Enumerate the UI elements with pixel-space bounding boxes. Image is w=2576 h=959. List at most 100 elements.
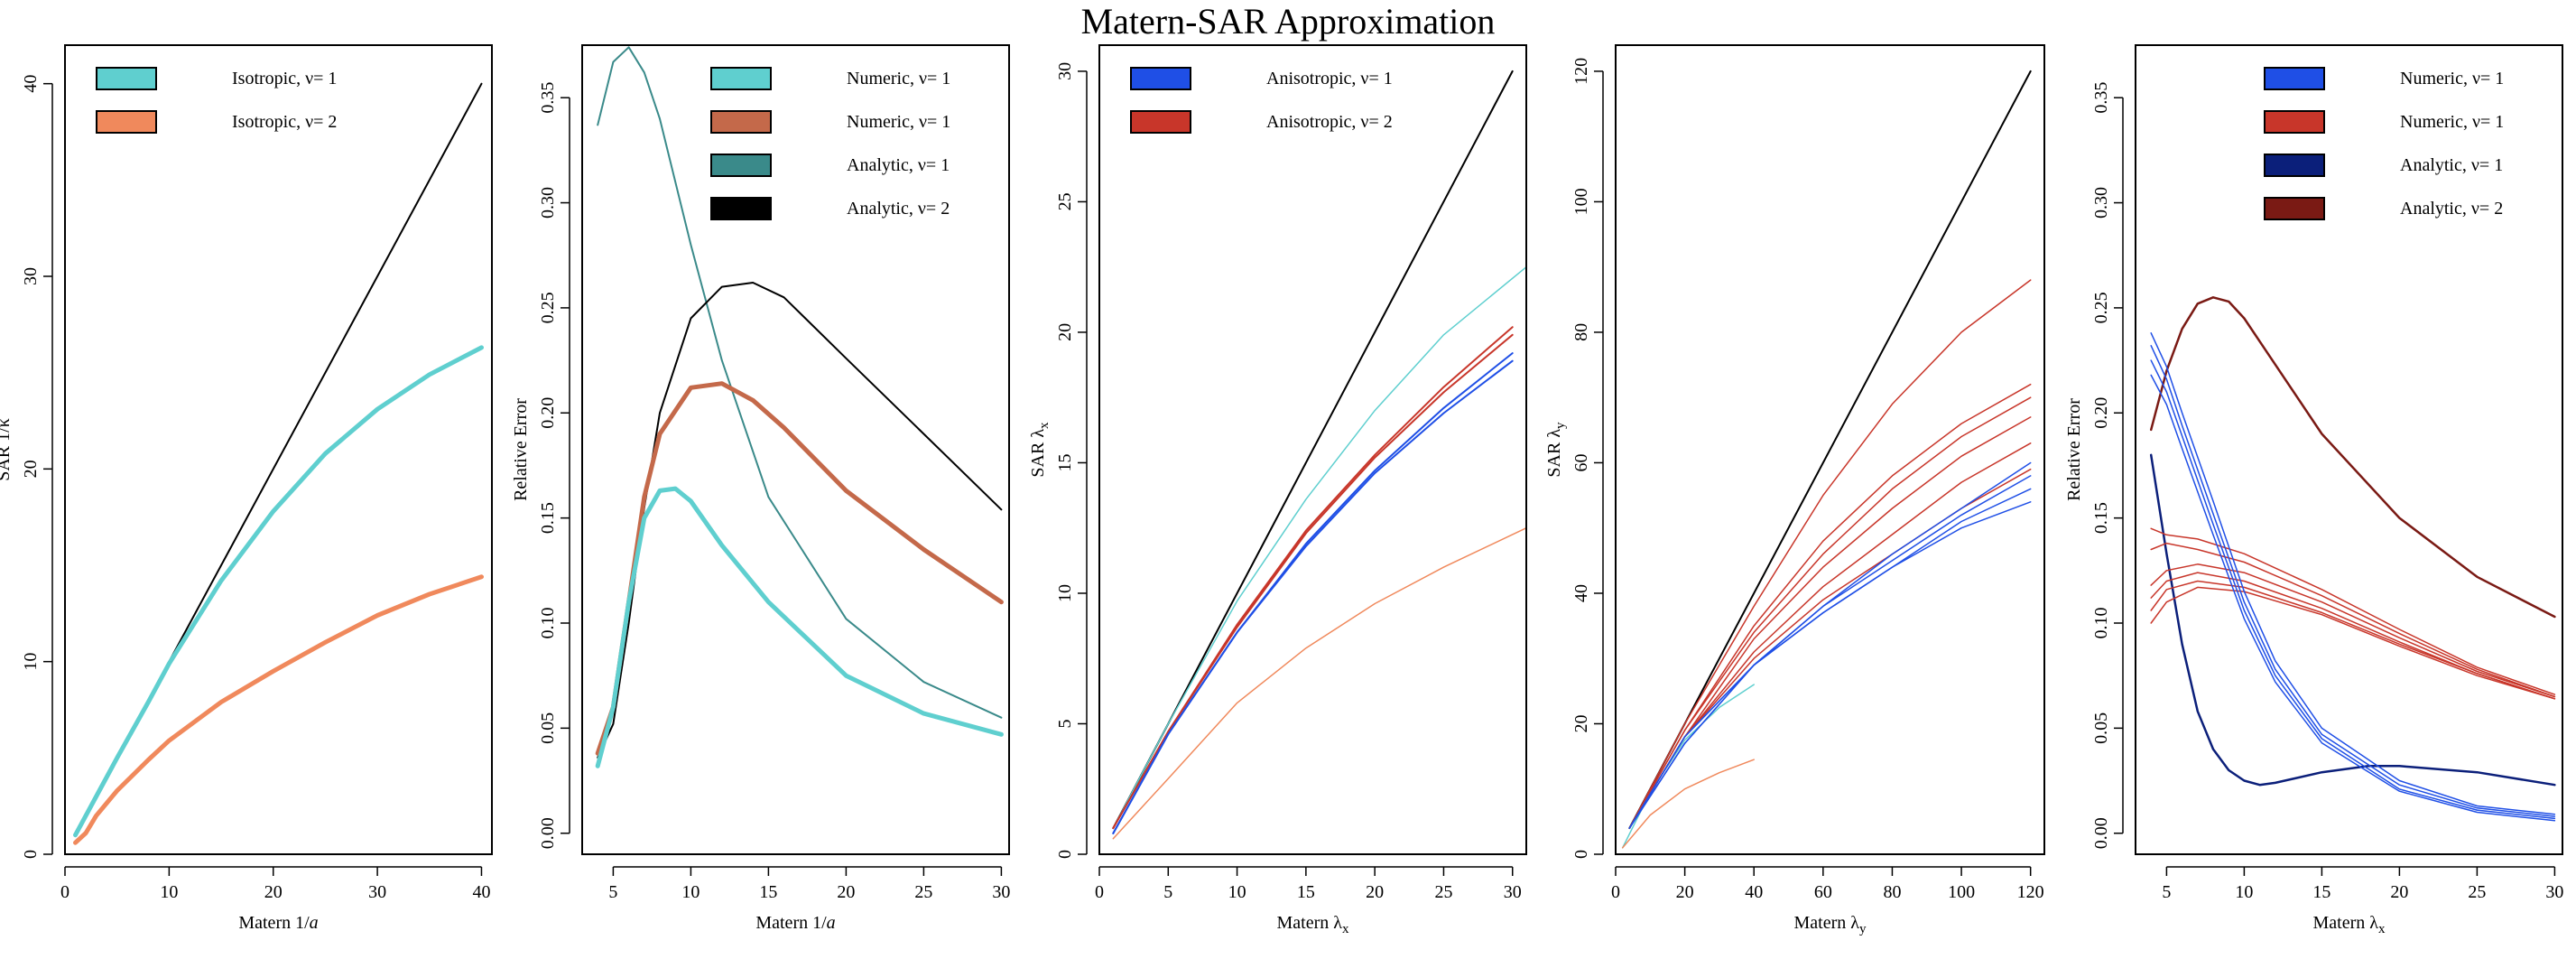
x-tick-label: 10	[160, 882, 178, 902]
x-axis-label: Matern 1/a	[755, 913, 835, 933]
plot-frame	[581, 44, 1010, 855]
y-tick-label: 0.15	[538, 502, 558, 534]
legend-label: Numeric, ν= 1	[847, 112, 950, 132]
y-axis-label: Relative Error	[511, 398, 531, 501]
x-tick-label: 25	[1434, 882, 1452, 902]
x-tick-label: 30	[368, 882, 386, 902]
x-tick-label: 20	[2390, 882, 2408, 902]
plot-frame	[64, 44, 493, 855]
series-line-1	[2149, 296, 2556, 619]
y-tick-label: 100	[1571, 188, 1591, 215]
legend-swatch	[96, 110, 157, 134]
y-tick-label: 60	[1571, 453, 1591, 471]
x-tick-label: 80	[1883, 882, 1901, 902]
legend-label: Analytic, ν= 1	[847, 155, 950, 175]
series-line-6	[1628, 396, 2032, 829]
series-line-10	[2150, 345, 2556, 817]
series-line-1	[1628, 70, 2032, 830]
legend: Numeric, ν= 1 Numeric, ν= 1 Analytic, ν= 1…	[710, 67, 950, 220]
series-line-7	[1628, 416, 2032, 829]
series-line-5	[1112, 333, 1514, 830]
y-axis-label: SAR λx	[1028, 422, 1052, 478]
y-tick-label: 20	[1055, 323, 1075, 341]
legend-label: Analytic, ν= 2	[847, 199, 950, 219]
x-tick-label: 5	[608, 882, 617, 902]
y-tick-label: 0.10	[538, 608, 558, 639]
series-line-4	[1628, 279, 2032, 829]
series-line-4	[1112, 326, 1514, 830]
x-tick-label: 20	[837, 882, 855, 902]
x-tick-label: 30	[2545, 882, 2563, 902]
chart-panel-1: 0 10 20 30 40 Matern 1/a 0 10 20 30 40 SAR 1/κ Isotr…	[0, 44, 493, 933]
x-axis-label: Matern λy	[1794, 913, 1867, 936]
x-tick-label: 20	[1676, 882, 1694, 902]
y-tick-label: 0.25	[2091, 292, 2111, 323]
legend-swatch	[1130, 110, 1191, 134]
series-line-9	[2150, 332, 2556, 815]
legend-label: Anisotropic, ν= 2	[1266, 112, 1393, 132]
series-line-7	[1112, 359, 1514, 834]
y-tick-label: 40	[21, 75, 41, 93]
x-tick-label: 60	[1814, 882, 1832, 902]
series-line-2	[597, 282, 1003, 759]
series-line-12	[2150, 374, 2556, 822]
series-line-13	[1628, 501, 2032, 829]
x-tick-label: 30	[992, 882, 1010, 902]
legend-swatch	[2264, 110, 2325, 134]
legend: Anisotropic, ν= 1 Anisotropic, ν= 2	[1130, 67, 1393, 134]
series-line-8	[2150, 586, 2556, 700]
x-tick-label: 30	[1504, 882, 1522, 902]
x-tick-label: 15	[1297, 882, 1315, 902]
series-line-9	[1628, 468, 2032, 829]
series-line-2	[1112, 265, 1527, 829]
legend: Isotropic, ν= 1 Isotropic, ν= 2	[96, 67, 337, 134]
chart-panel-3: 0 5 10 15 20 25 30 Matern λx 0 5 10 15 20 25 30 SAR λx A…	[1028, 44, 1527, 936]
x-tick-label: 25	[2468, 882, 2486, 902]
x-tick-label: 10	[2235, 882, 2253, 902]
y-tick-label: 30	[1055, 62, 1075, 80]
x-tick-label: 10	[681, 882, 700, 902]
chart-panel-2: 5 10 15 20 25 30 Matern 1/a 0.00 0.05 0.10 0.15 0.2…	[511, 44, 1010, 933]
legend-label: Numeric, ν= 1	[847, 69, 950, 88]
legend-swatch	[2264, 67, 2325, 90]
plot-frame	[2135, 44, 2563, 855]
y-tick-label: 0	[1571, 850, 1591, 859]
legend-swatch	[710, 154, 772, 177]
legend-label: Anisotropic, ν= 1	[1266, 69, 1393, 88]
x-tick-label: 40	[472, 882, 490, 902]
legend-swatch	[1130, 67, 1191, 90]
series-line-12	[1628, 488, 2032, 829]
x-tick-label: 10	[1228, 882, 1246, 902]
chart-panel-4: 0 20 40 60 80 100 120 Matern λy 0 20 40 60 80 100 120 S…	[1544, 44, 2045, 936]
y-axis-label: Relative Error	[2064, 398, 2084, 501]
x-axis-label: Matern λx	[1277, 913, 1349, 936]
y-tick-label: 0.20	[538, 397, 558, 429]
series-line-6	[1112, 352, 1514, 834]
y-tick-label: 0.00	[2091, 817, 2111, 849]
y-tick-label: 0.30	[2091, 187, 2111, 219]
plot-frame	[1615, 44, 2045, 855]
y-tick-label: 0.05	[538, 712, 558, 744]
series-line-3	[1621, 759, 1755, 849]
y-tick-label: 0.00	[538, 817, 558, 849]
series-line-11	[2150, 359, 2556, 820]
x-axis-label: Matern 1/a	[238, 913, 318, 933]
x-tick-label: 15	[759, 882, 777, 902]
series-line-7	[2150, 580, 2556, 700]
y-tick-label: 0	[1055, 850, 1075, 859]
legend-label: Isotropic, ν= 1	[232, 69, 337, 88]
x-axis-label: Matern λx	[2313, 913, 2386, 936]
series-line-11	[1628, 475, 2032, 829]
series-line-3	[73, 574, 484, 845]
legend-swatch	[2264, 154, 2325, 177]
series-line-8	[1628, 442, 2032, 829]
legend-swatch	[96, 67, 157, 90]
legend-swatch	[2264, 197, 2325, 220]
y-tick-label: 0	[21, 850, 41, 859]
y-tick-label: 0.35	[2091, 82, 2111, 114]
legend-label: Numeric, ν= 1	[2400, 69, 2504, 88]
x-tick-label: 0	[60, 882, 69, 902]
legend-label: Isotropic, ν= 2	[232, 112, 337, 132]
series-line-3	[2150, 527, 2556, 695]
